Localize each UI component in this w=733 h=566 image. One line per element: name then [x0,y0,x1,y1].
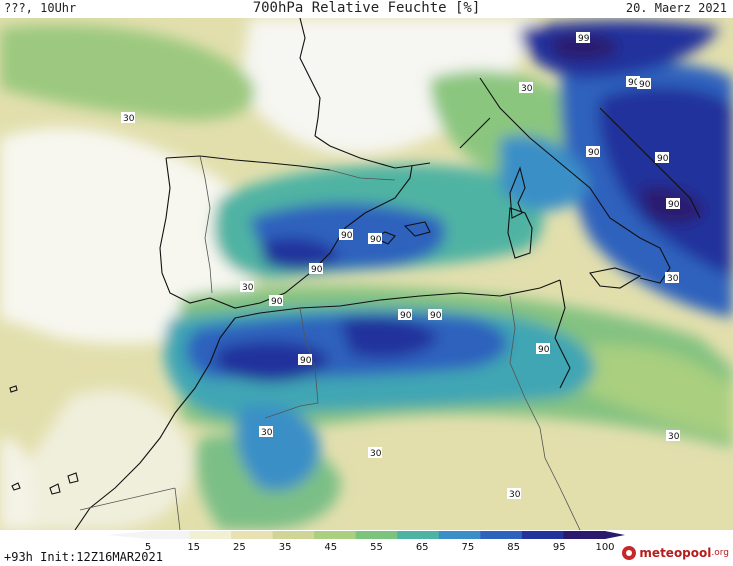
coastlines [9,18,701,530]
legend-tick-label: 45 [324,542,338,553]
contour-label: 90 [370,235,382,245]
contour-label: 90 [300,356,312,366]
legend-colorbar [108,531,625,539]
legend-swatch [397,531,440,539]
legend-tick-label: 65 [415,542,429,553]
title-bar: ???, 10Uhr 700hPa Relative Feuchte [%] 2… [0,0,733,18]
humidity-map: 99 90 90 30 30 90 90 90 90 90 90 30 90 9… [0,18,733,530]
contour-label: 30 [521,84,533,94]
legend-swatch [563,531,606,539]
contour-label: 90 [271,297,283,307]
legend-swatch [521,531,564,539]
contour-label: 90 [538,345,550,355]
brand-name: meteopool [639,546,712,560]
color-legend: 5 15 25 35 45 55 65 75 85 95 100 +93h Init:12Z16MA… [0,530,733,566]
legend-swatch [148,531,191,539]
contour-label: 90 [668,200,680,210]
legend-tick-label: 55 [370,542,383,553]
header-left-text: ???, 10Uhr [4,1,77,15]
legend-swatch [231,531,274,539]
legend-tick-label: 100 [595,542,615,553]
legend-arrow-high [605,531,625,539]
init-time: +93h Init:12Z16MAR2021 [4,550,163,564]
contour-label: 30 [667,274,679,284]
contour-label: 30 [668,432,680,442]
legend-arrow-low [108,531,148,539]
humidity-field [0,18,733,530]
contour-label: 90 [341,231,353,241]
legend-tick-label: 95 [552,542,566,553]
legend-tick-label: 35 [278,542,292,553]
legend-swatch [355,531,398,539]
contour-label: 30 [509,490,521,500]
legend-tick-label: 25 [233,542,246,553]
contour-label: 99 [578,34,590,44]
contour-label: 30 [242,283,254,293]
contour-label: 90 [588,148,600,158]
contour-label: 90 [657,154,669,164]
contour-label: 90 [639,80,651,90]
contour-label: 90 [400,311,412,321]
contour-label: 90 [311,265,323,275]
map-title: 700hPa Relative Feuchte [%] [252,0,481,16]
legend-swatch [272,531,315,539]
legend-swatch [314,531,357,539]
brand-logo: meteopool .org [622,546,729,560]
legend-tick-label: 85 [507,542,520,553]
contour-label: 30 [261,428,273,438]
forecast-date: 20. Maerz 2021 [625,1,727,15]
legend-swatch [480,531,523,539]
legend-tick-label: 75 [461,542,475,553]
legend-swatch [189,531,232,539]
legend-tick-label: 15 [187,542,201,553]
legend-tick-label: 5 [144,542,152,553]
contour-label: 90 [430,311,442,321]
contour-label: 90 [628,78,640,88]
meteopool-logo-icon [622,546,637,560]
contour-label: 30 [123,114,135,124]
contour-label: 30 [370,449,382,459]
contour-labels: 99 90 90 30 30 90 90 90 90 90 90 30 90 9… [121,32,680,500]
legend-swatch [438,531,481,539]
brand-suffix: .org [711,548,729,558]
